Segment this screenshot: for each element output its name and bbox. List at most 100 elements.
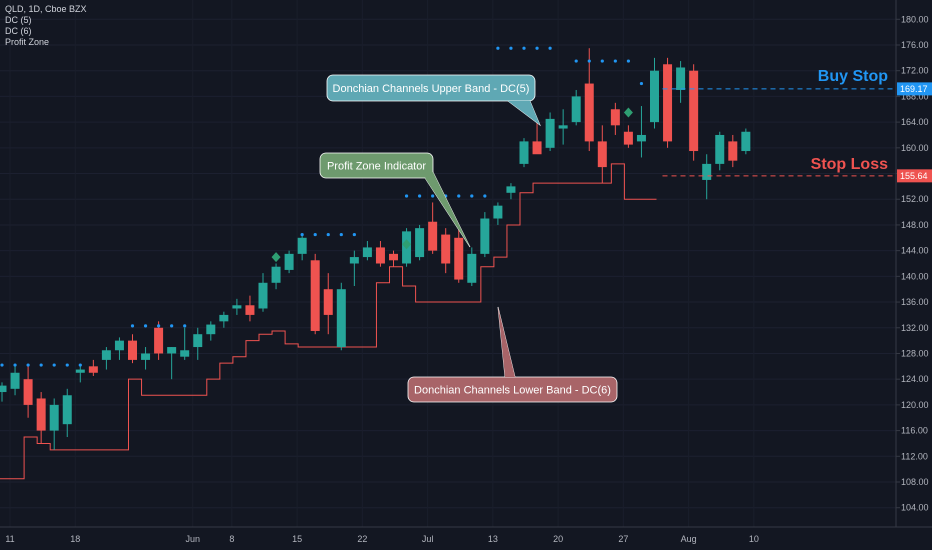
candle-down[interactable] [597,141,607,168]
callout-box [319,152,434,179]
upper-band-dot [600,59,604,63]
x-tick-label: 22 [357,534,367,544]
candle-down[interactable] [623,131,633,145]
candle-down[interactable] [310,260,320,331]
candle-up[interactable] [271,266,281,283]
candle-down[interactable] [428,221,438,251]
upper-band-dot [78,363,82,367]
candle-down[interactable] [610,109,620,126]
candle-up[interactable] [480,218,490,254]
candle-up[interactable] [336,289,346,348]
candle-down[interactable] [36,398,46,431]
upper-band-dot [300,232,304,237]
upper-band-dot [626,59,631,63]
upper-band-dot [509,46,513,50]
candle-up[interactable] [650,70,659,123]
x-tick-label: 10 [749,534,759,544]
callout-text: Donchian Channels Lower Band - DC(6) [414,385,611,397]
candle-down[interactable] [441,234,451,264]
y-tick-label: 112.00 [901,451,928,461]
candle-up[interactable] [741,131,751,152]
indicator-dc5[interactable]: DC (5) [5,15,32,25]
upper-band-dot [339,232,343,237]
y-tick-label: 172.00 [901,66,929,76]
buy-stop-price: 169.17 [900,84,928,94]
upper-band-dot [52,363,56,367]
upper-band-dot [483,194,487,198]
candle-down[interactable] [389,253,398,261]
y-tick-label: 176.00 [901,40,929,50]
callout-pointer-fill [425,172,470,247]
candle-down[interactable] [584,83,594,142]
candle-down[interactable] [689,70,699,152]
candle-up[interactable] [258,282,268,309]
candle-up[interactable] [206,324,216,335]
candle-up[interactable] [362,247,372,258]
candles[interactable] [0,48,751,450]
candle-up[interactable] [493,205,503,219]
upper-band-dot [157,324,161,328]
candle-up[interactable] [715,134,725,164]
indicator-dc6[interactable]: DC (6) [5,26,32,36]
candle-up[interactable] [506,186,516,193]
candle-up[interactable] [702,163,712,180]
time-axis[interactable]: 11 18 Jun 8 15 22 Jul 13 20 27 Aug 10 [5,534,759,544]
donchian-lower-band [0,163,657,480]
x-tick-label: 13 [488,534,498,544]
stop-loss-price-badge: 155.64 [897,169,932,183]
upper-band-dot [404,194,409,198]
candle-up[interactable] [415,228,425,258]
upper-band-dot [0,363,4,367]
candle-down[interactable] [88,366,98,373]
chart-legend: QLD, 1D, Cboe BZX DC (5) DC (6) Profit Z… [5,4,87,48]
candle-up[interactable] [545,118,555,148]
candle-down[interactable] [532,141,542,155]
candle-up[interactable] [519,141,529,164]
candle-up[interactable] [49,404,59,431]
candle-up[interactable] [180,350,190,357]
x-tick-label: 20 [553,534,563,544]
candle-down[interactable] [245,305,255,315]
candle-down[interactable] [154,327,164,354]
candle-up[interactable] [0,385,7,393]
candle-up[interactable] [571,96,581,123]
candle-up[interactable] [636,134,646,142]
upper-band-dot [26,363,30,367]
candle-up[interactable] [219,314,229,322]
y-tick-label: 136.00 [901,297,929,307]
candle-up[interactable] [114,340,124,351]
candle-down[interactable] [375,247,385,264]
candle-down[interactable] [663,64,673,142]
y-tick-label: 120.00 [901,400,929,410]
upper-band-dot [522,46,526,50]
candle-down[interactable] [454,237,464,280]
candle-down[interactable] [23,379,33,405]
candle-up[interactable] [141,353,151,360]
buy-stop-price-badge: 169.17 [897,82,932,96]
candle-up[interactable] [558,125,568,129]
candle-up[interactable] [10,372,20,389]
upper-band-dot [431,194,435,198]
candle-up[interactable] [62,395,72,425]
candle-up[interactable] [101,350,111,360]
candle-up[interactable] [297,237,307,254]
candle-down[interactable] [128,340,137,360]
upper-band-dot [457,194,461,198]
candle-up[interactable] [467,253,477,283]
candle-down[interactable] [728,141,738,161]
candle-up[interactable] [284,253,294,270]
candle-up[interactable] [349,257,359,264]
candle-up[interactable] [75,369,85,373]
candle-down[interactable] [323,289,333,315]
indicator-profit-zone[interactable]: Profit Zone [5,37,50,47]
x-tick-label: 11 [5,534,14,544]
y-tick-label: 116.00 [901,426,928,436]
candle-up[interactable] [167,347,177,354]
callout-pointer-fill [508,101,540,125]
symbol-title[interactable]: QLD, 1D, Cboe BZX [5,4,87,14]
candle-up[interactable] [232,305,242,309]
candle-up[interactable] [193,334,203,348]
y-tick-label: 180.00 [901,14,929,24]
candle-up[interactable] [676,67,686,90]
